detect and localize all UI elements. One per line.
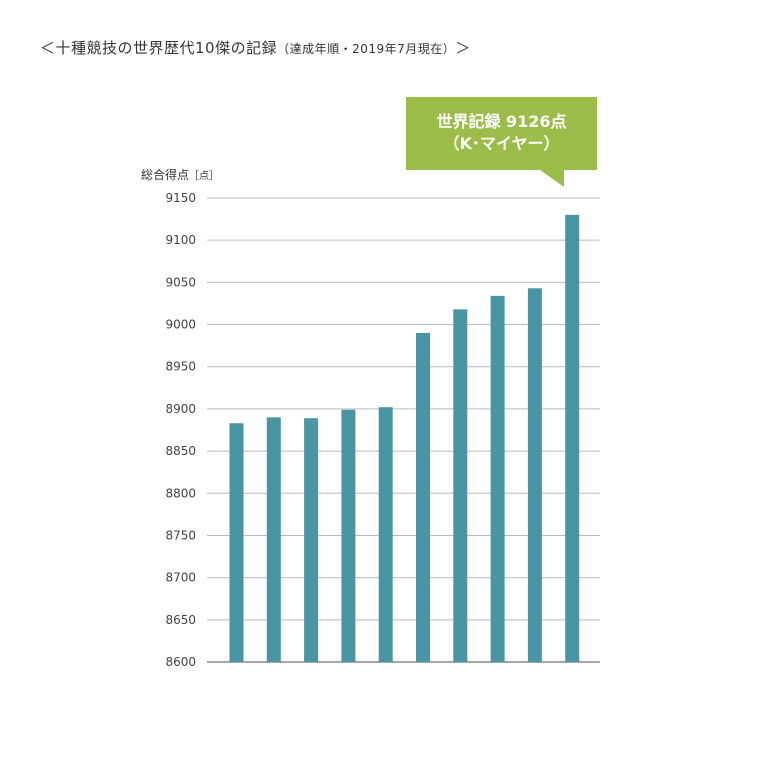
- bar-10: [565, 214, 580, 662]
- bar-1: [229, 423, 244, 662]
- bar-5: [378, 407, 393, 662]
- y-tick-label: 8850: [165, 444, 196, 458]
- chart-title-sub: （達成年順・2019年7月現在）: [277, 42, 456, 56]
- bar-4: [341, 409, 356, 662]
- y-tick-label: 8600: [165, 655, 196, 669]
- callout-line-2: （K･マイヤー）: [443, 134, 560, 153]
- y-tick-label: 8700: [165, 571, 196, 585]
- y-axis-label: 総合得点［点］: [141, 166, 219, 183]
- callout-pointer: [540, 170, 564, 187]
- bar-8: [490, 295, 505, 662]
- bar-9: [527, 288, 542, 662]
- chart-title-main: ＜十種競技の世界歴代10傑の記録: [40, 39, 278, 57]
- chart-title: ＜十種競技の世界歴代10傑の記録（達成年順・2019年7月現在）＞: [40, 37, 471, 58]
- y-tick-label: 8900: [165, 402, 196, 416]
- y-tick-label: 9000: [165, 318, 196, 332]
- y-tick-label: 9050: [165, 275, 196, 289]
- y-tick-label: 8950: [165, 360, 196, 374]
- world-record-callout: 世界記録 9126点 （K･マイヤー）: [406, 97, 597, 170]
- bar-6: [416, 332, 430, 662]
- y-tick-label: 8750: [165, 528, 196, 542]
- callout-line-1: 世界記録 9126点: [436, 112, 567, 131]
- y-tick-label: 8800: [165, 486, 196, 500]
- bar-7: [453, 309, 468, 662]
- y-axis-unit: ［点］: [189, 171, 220, 182]
- y-tick-label: 9150: [165, 191, 196, 205]
- y-axis-label-text: 総合得点: [141, 168, 190, 182]
- chart-title-tail: ＞: [455, 39, 471, 57]
- y-tick-label: 8650: [165, 613, 196, 627]
- bar-3: [304, 418, 319, 662]
- y-tick-label: 9100: [165, 233, 196, 247]
- bar-2: [266, 417, 281, 662]
